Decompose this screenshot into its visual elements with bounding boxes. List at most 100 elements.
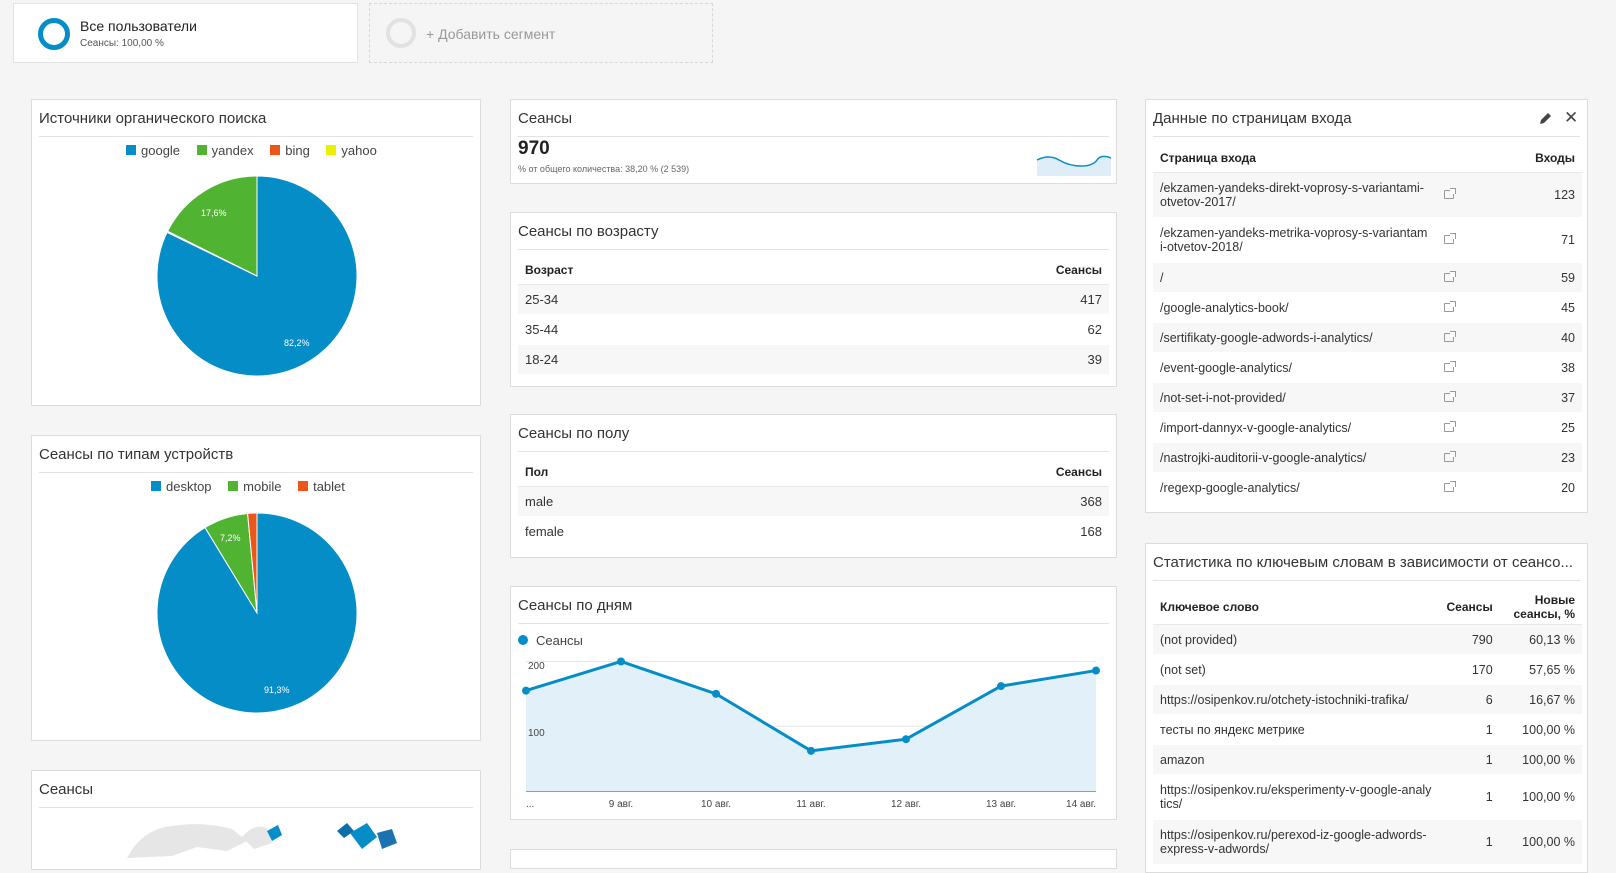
cell: 168	[794, 516, 1109, 547]
widget-title: Сеансы по типам устройств	[39, 436, 473, 473]
table-row[interactable]: https://osipenkov.ru/otchety-istochniki-…	[1153, 684, 1582, 715]
legend-item-mobile: mobile	[228, 479, 281, 494]
row-label-link[interactable]: (not provided)	[1153, 624, 1440, 655]
row-label-link[interactable]: /nastrojki-auditorii-v-google-analytics/	[1153, 442, 1437, 473]
table-row[interactable]: /not-set-i-not-provided/37	[1153, 382, 1582, 413]
segment-all-users[interactable]: Все пользователи Сеансы: 100,00 %	[13, 3, 358, 63]
external-link-icon[interactable]	[1437, 352, 1463, 383]
column-header: Ключевое слово	[1153, 590, 1440, 625]
table-row[interactable]: /regexp-google-analytics/20	[1153, 472, 1582, 503]
row-value: 123	[1463, 172, 1582, 218]
row-value: 100,00 %	[1499, 714, 1582, 745]
edit-pencil-icon[interactable]	[1538, 112, 1552, 126]
table-row: female 168	[518, 516, 1109, 547]
row-label-link[interactable]: /import-dannyx-v-google-analytics/	[1153, 412, 1437, 443]
data-point[interactable]	[712, 689, 720, 698]
row-value: 100,00 %	[1499, 774, 1582, 820]
data-point[interactable]	[997, 682, 1005, 691]
cell: male	[518, 486, 795, 517]
x-tick-label: 13 авг.	[986, 799, 1016, 810]
close-icon[interactable]: ✕	[1564, 108, 1579, 127]
row-label-link[interactable]: https://osipenkov.ru/otchety-istochniki-…	[1153, 684, 1440, 715]
world-map-icon	[127, 823, 397, 858]
area-fill	[526, 661, 1096, 791]
row-value: 1	[1439, 774, 1500, 820]
column-header: Сеансы	[1439, 590, 1500, 625]
legend-dot	[518, 635, 528, 645]
external-link-icon[interactable]	[1437, 382, 1463, 413]
legend-item-yandex: yandex	[196, 143, 254, 158]
table-row[interactable]: (not set) 170 57,65 %	[1153, 654, 1582, 685]
external-link-icon[interactable]	[1437, 172, 1463, 218]
row-value: 40	[1463, 322, 1582, 353]
sessions-by-day-widget: Сеансы по дням Сеансы 200 100 ... 9 авг. 1…	[510, 586, 1117, 820]
row-value: 37	[1463, 382, 1582, 413]
table-row[interactable]: /event-google-analytics/38	[1153, 352, 1582, 383]
table-row[interactable]: /sertifikaty-google-adwords-i-analytics/…	[1153, 322, 1582, 353]
cell: 35-44	[518, 314, 819, 345]
external-link-icon[interactable]	[1437, 322, 1463, 353]
row-label-link[interactable]: https://osipenkov.ru/eksperimenty-v-goog…	[1153, 774, 1440, 820]
row-label-link[interactable]: (not set)	[1153, 654, 1440, 685]
keywords-table: Ключевое слово Сеансы Новые сеансы, % (n…	[1153, 590, 1582, 865]
column-header: Новые сеансы, %	[1499, 590, 1582, 625]
table-row[interactable]: /ekzamen-yandeks-metrika-voprosy-s-varia…	[1153, 217, 1582, 263]
table-row[interactable]: https://osipenkov.ru/perexod-iz-google-a…	[1153, 819, 1582, 865]
external-link-icon[interactable]	[1437, 262, 1463, 293]
row-label-link[interactable]: /sertifikaty-google-adwords-i-analytics/	[1153, 322, 1437, 353]
row-label-link[interactable]: /regexp-google-analytics/	[1153, 472, 1437, 503]
external-link-icon[interactable]	[1437, 292, 1463, 323]
row-label-link[interactable]: /	[1153, 262, 1437, 293]
pie-slice-tablet[interactable]	[247, 512, 258, 614]
y-tick-label: 100	[528, 728, 545, 739]
row-label-link[interactable]: amazon	[1153, 744, 1440, 775]
column-header: Пол	[518, 458, 795, 487]
data-point[interactable]	[617, 657, 625, 666]
table-row[interactable]: тесты по яндекс метрике 1 100,00 %	[1153, 714, 1582, 745]
data-point[interactable]	[807, 746, 815, 755]
external-link-icon[interactable]	[1437, 472, 1463, 503]
add-segment-button[interactable]: + Добавить сегмент	[369, 3, 713, 63]
cell: 39	[818, 344, 1109, 375]
table-row[interactable]: /import-dannyx-v-google-analytics/25	[1153, 412, 1582, 443]
table-row: male 368	[518, 486, 1109, 517]
segment-subtitle: Сеансы: 100,00 %	[80, 38, 164, 49]
row-label-link[interactable]: /ekzamen-yandeks-direkt-voprosy-s-varian…	[1153, 172, 1437, 218]
cell: 25-34	[518, 284, 819, 315]
cell: 368	[794, 486, 1109, 517]
widget-title: Сеансы	[39, 771, 473, 808]
segment-ring-icon	[38, 18, 70, 50]
table-row: 35-44 62	[518, 314, 1109, 345]
table-row[interactable]: / 59	[1153, 262, 1582, 293]
row-label-link[interactable]: /google-analytics-book/	[1153, 292, 1437, 323]
external-link-icon[interactable]	[1437, 412, 1463, 443]
pie-slice-yandex[interactable]	[166, 175, 258, 277]
table-row[interactable]: /ekzamen-yandeks-direkt-voprosy-s-varian…	[1153, 172, 1582, 218]
table-row[interactable]: /google-analytics-book/45	[1153, 292, 1582, 323]
table-row[interactable]: (not provided) 790 60,13 %	[1153, 624, 1582, 655]
table-row[interactable]: https://osipenkov.ru/eksperimenty-v-goog…	[1153, 774, 1582, 820]
table-row[interactable]: amazon 1 100,00 %	[1153, 744, 1582, 775]
cell: female	[518, 516, 795, 547]
pie-label-desktop: 91,3%	[264, 685, 290, 695]
device-types-widget: Сеансы по типам устройств desktop mobile…	[31, 435, 481, 741]
row-value: 790	[1439, 624, 1500, 655]
table-row[interactable]: /nastrojki-auditorii-v-google-analytics/…	[1153, 442, 1582, 473]
legend-item-bing: bing	[270, 143, 310, 158]
x-tick-label: ...	[526, 799, 534, 810]
row-label-link[interactable]: /ekzamen-yandeks-metrika-voprosy-s-varia…	[1153, 217, 1437, 263]
organic-pie-chart: 82,2% 17,6%	[156, 175, 358, 377]
data-point[interactable]	[1092, 666, 1100, 675]
data-point[interactable]	[522, 686, 530, 695]
row-label-link[interactable]: /not-set-i-not-provided/	[1153, 382, 1437, 413]
y-tick-label: 200	[528, 661, 545, 672]
widget-title: Источники органического поиска	[39, 100, 473, 137]
data-point[interactable]	[902, 735, 910, 744]
row-label-link[interactable]: тесты по яндекс метрике	[1153, 714, 1440, 745]
row-value: 1	[1439, 744, 1500, 775]
row-label-link[interactable]: https://osipenkov.ru/perexod-iz-google-a…	[1153, 819, 1440, 865]
devices-pie-chart: 91,3% 7,2%	[156, 512, 358, 714]
external-link-icon[interactable]	[1437, 442, 1463, 473]
row-label-link[interactable]: /event-google-analytics/	[1153, 352, 1437, 383]
external-link-icon[interactable]	[1437, 217, 1463, 263]
